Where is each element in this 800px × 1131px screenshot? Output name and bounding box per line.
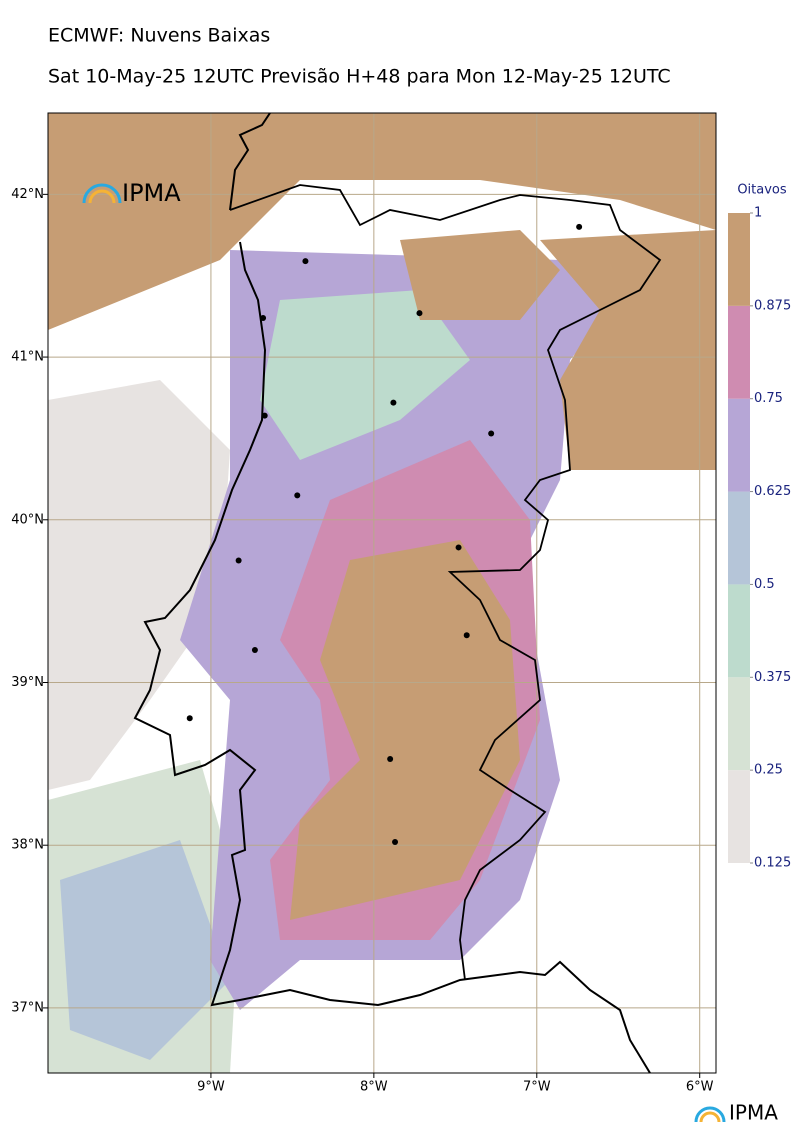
colorbar-tick-label: 0.625 bbox=[754, 484, 791, 499]
city-dot bbox=[261, 412, 268, 419]
logo-arc bbox=[694, 1106, 726, 1123]
map-frame bbox=[47, 112, 717, 1074]
city-dot bbox=[463, 632, 470, 639]
x-tick-label: 7°W bbox=[523, 1080, 551, 1095]
city-dot bbox=[390, 399, 397, 406]
x-tick-label: 6°W bbox=[686, 1080, 714, 1095]
title: ECMWF: Nuvens Baixas bbox=[48, 25, 270, 47]
field-high bbox=[48, 113, 716, 330]
colorbar-band bbox=[728, 677, 750, 771]
field-low bbox=[260, 290, 470, 460]
colorbar-band bbox=[728, 770, 750, 863]
field-mid bbox=[60, 840, 230, 1060]
colorbar-tick-label: 0.25 bbox=[754, 763, 783, 778]
coast-line bbox=[133, 241, 651, 1073]
subtitle: Sat 10-May-25 12UTC Previsão H+48 para M… bbox=[48, 66, 671, 88]
colorbar-tick-label: 1 bbox=[754, 206, 762, 221]
colorbar-band bbox=[728, 491, 750, 585]
coast-line bbox=[229, 113, 271, 211]
city-dot bbox=[576, 223, 583, 230]
map-logo: IPMA bbox=[82, 179, 181, 207]
colorbar-band bbox=[728, 213, 750, 306]
coastline bbox=[133, 113, 662, 1073]
field bbox=[48, 113, 716, 1073]
city-dot bbox=[235, 557, 242, 564]
city-dot bbox=[302, 258, 309, 265]
city-dot bbox=[294, 492, 301, 499]
y-tick-label: 41°N bbox=[11, 350, 44, 365]
city-dot bbox=[186, 715, 193, 722]
city-dot bbox=[416, 310, 423, 317]
logo-arc bbox=[699, 1111, 721, 1123]
colorbar-tick-label: 0.875 bbox=[754, 298, 791, 313]
x-tick-label: 8°W bbox=[360, 1080, 388, 1095]
city-dot bbox=[455, 544, 462, 551]
logo-arc bbox=[82, 183, 122, 204]
colorbar-label: Oitavos bbox=[737, 183, 787, 198]
colorbar-band bbox=[728, 398, 750, 492]
field-low bbox=[48, 380, 230, 790]
colorbar-tick-label: 0.375 bbox=[754, 670, 791, 685]
y-tick-label: 42°N bbox=[11, 187, 44, 202]
colorbar-band bbox=[728, 305, 750, 399]
city-dot bbox=[387, 755, 394, 762]
footer-logo: IPMA bbox=[694, 1101, 778, 1125]
field-high bbox=[290, 540, 520, 920]
city-dot bbox=[392, 838, 399, 845]
y-tick-label: 39°N bbox=[11, 675, 44, 690]
y-tick-label: 38°N bbox=[11, 838, 44, 853]
border-line bbox=[229, 184, 662, 981]
colorbar-band bbox=[728, 584, 750, 678]
colorbar-tick-label: 0.5 bbox=[754, 577, 775, 592]
y-tick-label: 40°N bbox=[11, 512, 44, 527]
field-high bbox=[540, 230, 716, 470]
y-tick-label: 37°N bbox=[11, 1000, 44, 1015]
colorbar-tick-label: 0.75 bbox=[754, 391, 783, 406]
city-dot bbox=[260, 315, 267, 322]
field-high bbox=[400, 230, 560, 320]
city-dot bbox=[251, 646, 258, 653]
logo-arc bbox=[88, 189, 116, 204]
logo-text: IPMA bbox=[122, 179, 181, 207]
colorbar-tick-label: 0.125 bbox=[754, 856, 791, 871]
logo-text: IPMA bbox=[729, 1101, 778, 1125]
city-dot bbox=[488, 430, 495, 437]
x-tick-label: 9°W bbox=[197, 1080, 225, 1095]
